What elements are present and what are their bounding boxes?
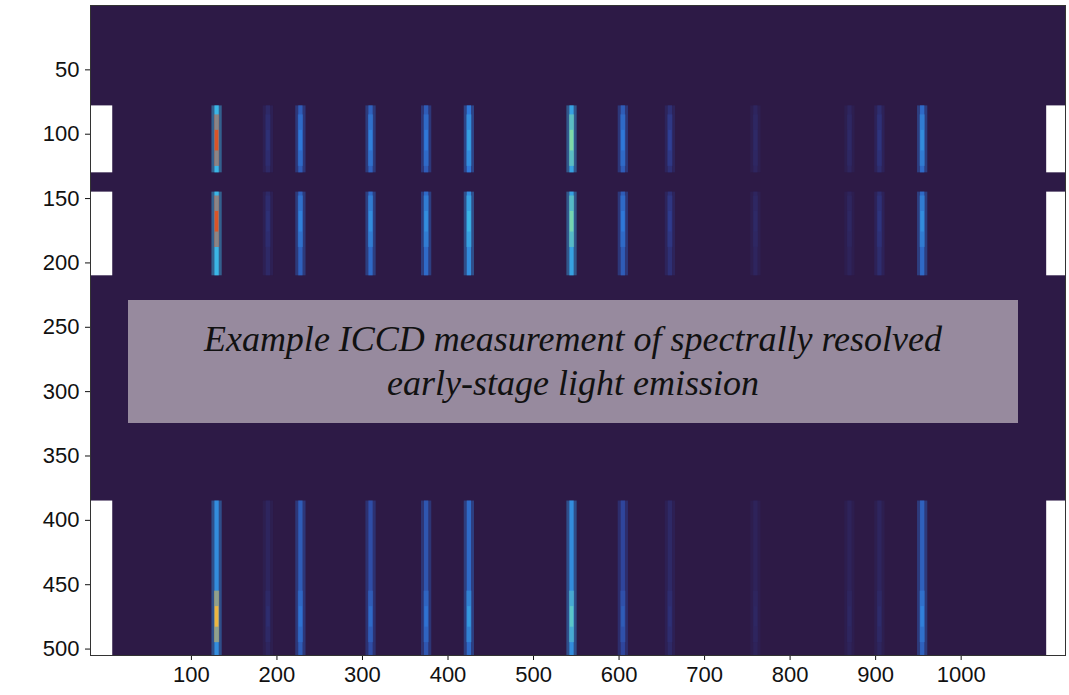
- svg-text:100: 100: [173, 662, 210, 687]
- svg-text:600: 600: [601, 662, 638, 687]
- svg-text:200: 200: [259, 662, 296, 687]
- svg-text:100: 100: [43, 121, 80, 146]
- svg-text:50: 50: [55, 57, 79, 82]
- svg-text:200: 200: [43, 250, 80, 275]
- svg-text:300: 300: [43, 379, 80, 404]
- svg-text:1000: 1000: [937, 662, 986, 687]
- svg-text:250: 250: [43, 314, 80, 339]
- svg-text:500: 500: [43, 636, 80, 661]
- svg-text:400: 400: [430, 662, 467, 687]
- svg-text:800: 800: [772, 662, 809, 687]
- svg-text:350: 350: [43, 443, 80, 468]
- svg-text:300: 300: [344, 662, 381, 687]
- svg-text:400: 400: [43, 507, 80, 532]
- svg-text:150: 150: [43, 186, 80, 211]
- svg-text:700: 700: [686, 662, 723, 687]
- svg-text:900: 900: [857, 662, 894, 687]
- html-text:Example ICCD measurement of sp: Example ICCD measurement of spectrally r…: [203, 319, 943, 403]
- svg-text:450: 450: [43, 572, 80, 597]
- svg-text:500: 500: [515, 662, 552, 687]
